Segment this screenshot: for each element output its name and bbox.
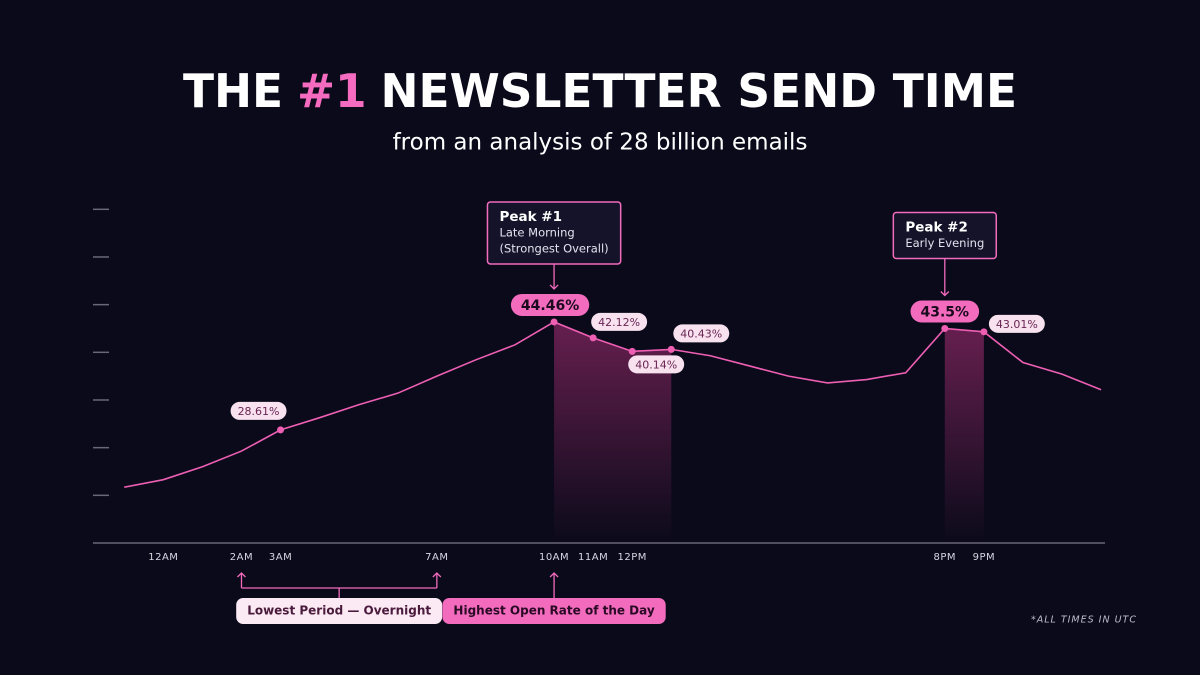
annotation-text: Highest Open Rate of the Day: [453, 604, 654, 618]
footnote: *ALL TIMES IN UTC: [1031, 615, 1137, 626]
callout-arrowhead: [549, 284, 559, 290]
data-point: [550, 318, 558, 326]
x-tick-label: 7AM: [425, 552, 448, 563]
data-point: [628, 347, 636, 355]
data-point: [667, 345, 675, 353]
data-label-box: [591, 312, 648, 331]
callout-text: (Strongest Overall): [499, 241, 608, 255]
data-label: 40.43%: [680, 327, 722, 340]
data-point: [941, 324, 949, 332]
data-label: 42.12%: [598, 316, 640, 329]
data-label: 43.5%: [921, 304, 970, 320]
x-tick-label: 11AM: [578, 552, 608, 563]
callout-title: Peak #2: [905, 219, 968, 235]
callout-text: Late Morning: [499, 225, 574, 239]
x-tick-label: 8PM: [934, 552, 957, 563]
x-tick-label: 9PM: [973, 552, 996, 563]
title-part: THE: [183, 64, 283, 118]
data-label-box: [988, 314, 1045, 333]
data-label: 40.14%: [635, 358, 677, 371]
annotation-arrowhead: [432, 572, 442, 578]
callout-title: Peak #1: [499, 209, 562, 225]
x-tick-label: 12AM: [148, 552, 178, 563]
annotation-box: [236, 598, 443, 624]
highlight-area: [554, 321, 672, 543]
annotation-text: Lowest Period — Overnight: [247, 604, 431, 618]
data-label-box: [510, 293, 590, 316]
x-tick-label: 3AM: [269, 552, 292, 563]
data-label: 28.61%: [238, 405, 280, 418]
chart-title: THE #1 NEWSLETTER SEND TIME: [183, 64, 1017, 118]
annotation-arrowhead: [549, 572, 559, 578]
data-point: [589, 334, 597, 342]
x-tick-label: 10AM: [539, 552, 569, 563]
data-label-box: [628, 355, 685, 374]
highlight-area: [944, 328, 984, 543]
callout-arrowhead: [940, 291, 950, 297]
data-label-box: [230, 401, 287, 420]
data-label-box: [673, 324, 730, 343]
chart-subtitle: from an analysis of 28 billion emails: [393, 130, 808, 156]
title-part: NEWSLETTER SEND TIME: [381, 64, 1017, 118]
data-label: 44.46%: [521, 298, 579, 314]
annotation-box: [442, 598, 666, 624]
x-tick-label: 12PM: [618, 552, 647, 563]
data-label: 43.01%: [996, 318, 1038, 331]
data-point: [277, 426, 285, 434]
x-tick-label: 2AM: [230, 552, 253, 563]
data-point: [980, 328, 988, 336]
annotation-arrowhead: [237, 572, 246, 578]
callout-text: Early Evening: [905, 236, 984, 250]
data-label-box: [910, 300, 980, 323]
line: [124, 321, 1102, 488]
title-part: #1: [297, 64, 367, 118]
